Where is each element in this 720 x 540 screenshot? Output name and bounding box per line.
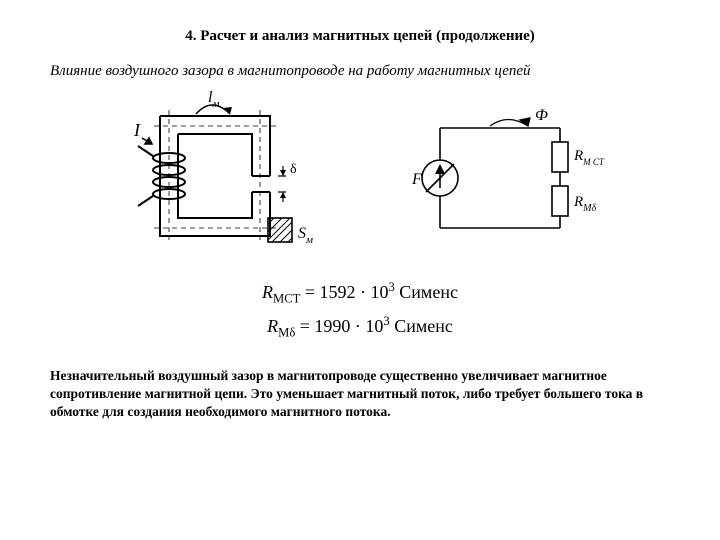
heading-subtitle: Влияние воздушного зазора в магнитопрово…: [50, 63, 670, 80]
label-R2: RМδ: [573, 194, 597, 214]
eq-2: RМδ = 1990 · 103 Сименс: [50, 310, 670, 344]
label-delta: δ: [290, 162, 297, 177]
label-R1: RМ СТ: [573, 148, 605, 167]
label-phi: Ф: [535, 107, 548, 124]
circuit-diagram: Ф F RМ СТ RМδ: [390, 88, 620, 258]
heading-title: 4. Расчет и анализ магнитных цепей (прод…: [50, 28, 670, 45]
figures-row: I lм δ: [50, 88, 670, 258]
label-lm: lм: [208, 89, 219, 110]
conclusion-text: Незначительный воздушный зазор в магнито…: [50, 367, 670, 422]
label-F: F: [411, 171, 422, 188]
eq-1: RМСТ = 1592 · 103 Сименс: [50, 276, 670, 310]
label-Sm: Sм: [298, 225, 313, 246]
page-container: 4. Расчет и анализ магнитных цепей (прод…: [0, 0, 720, 421]
core-diagram: I lм δ: [100, 88, 330, 258]
equations-block: RМСТ = 1592 · 103 Сименс RМδ = 1990 · 10…: [50, 276, 670, 345]
label-I: I: [133, 120, 141, 140]
